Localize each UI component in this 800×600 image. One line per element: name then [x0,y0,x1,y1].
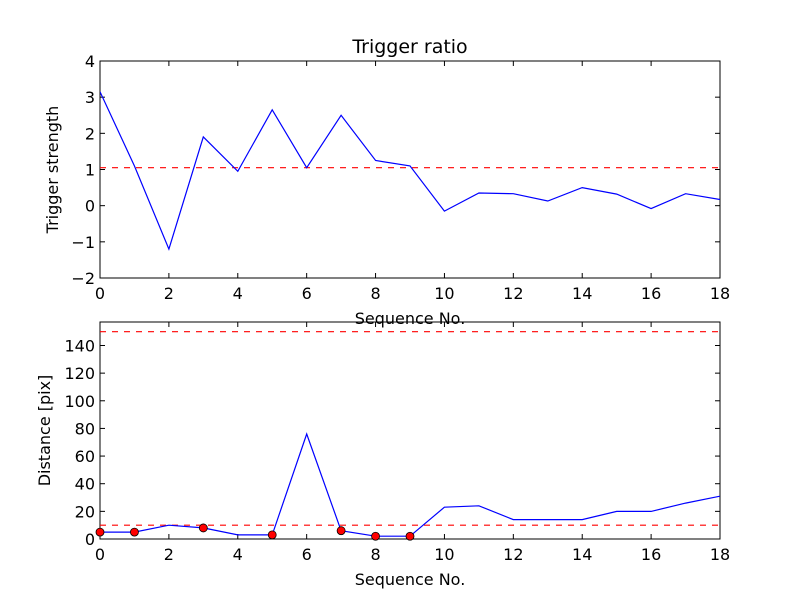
x-tick-label: 6 [302,284,312,303]
y-tick-label: 100 [64,392,95,411]
y-tick-label: 0 [85,197,95,216]
x-tick-label: 14 [572,284,592,303]
x-tick-label: 14 [572,545,592,564]
x-tick-label: 12 [503,284,523,303]
x-tick-label: 2 [164,545,174,564]
series-line [100,91,720,251]
x-axis-label: Sequence No. [355,309,466,328]
x-tick-label: 2 [164,284,174,303]
data-point-marker [405,531,415,541]
data-point-marker [95,527,105,537]
y-axis-label: Trigger strength [43,106,62,235]
y-tick-label: 3 [85,88,95,107]
x-tick-label: 4 [233,284,243,303]
y-tick-label: −2 [71,269,95,288]
y-axis-label: Distance [pix] [35,375,54,487]
data-point-marker [198,523,208,533]
data-point-marker [371,531,380,541]
y-tick-label: 1 [85,161,95,180]
x-tick-label: 0 [95,545,105,564]
x-tick-label: 10 [434,284,454,303]
chart-title: Trigger ratio [351,36,467,58]
x-axis-label: Sequence No. [355,570,466,589]
plot-area [99,60,721,279]
y-tick-label: 120 [64,364,95,383]
data-point-marker [267,530,277,540]
y-tick-label: 0 [85,530,95,549]
x-tick-label: 8 [370,284,380,303]
x-tick-label: 16 [641,284,661,303]
y-tick-label: 140 [64,336,95,355]
data-layer [100,91,720,251]
x-tick-label: 12 [503,545,523,564]
data-point-marker [130,527,139,537]
y-tick-label: 20 [75,502,95,521]
y-tick-label: 80 [75,419,95,438]
y-tick-label: 2 [85,124,95,143]
x-tick-label: 8 [370,545,380,564]
y-tick-label: −1 [71,233,95,252]
y-tick-label: 4 [85,52,95,71]
plot-area [99,321,721,540]
x-tick-label: 18 [710,284,730,303]
y-tick-label: 40 [75,475,95,494]
x-tick-label: 0 [95,284,105,303]
x-tick-label: 18 [710,545,730,564]
y-tick-label: 60 [75,447,95,466]
x-tick-label: 6 [302,545,312,564]
bottom-chart-panel: 0 2 4 6 8 10 12 14 16 18 0 20 40 60 80 100 120 140 Sequenc… [35,321,730,589]
x-tick-label: 4 [233,545,243,564]
x-tick-label: 16 [641,545,661,564]
data-point-marker [336,526,346,536]
x-tick-label: 10 [434,545,454,564]
